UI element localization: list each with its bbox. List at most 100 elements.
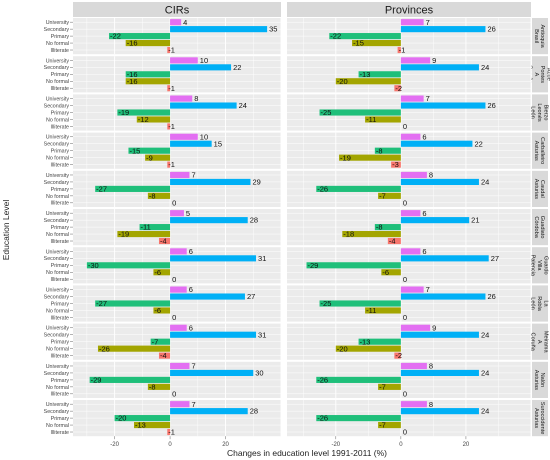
data-label: -1: [168, 84, 175, 93]
data-label: 24: [239, 101, 247, 110]
data-label: 24: [481, 330, 489, 339]
tick-label-y: Primary: [51, 34, 70, 40]
bar: [97, 345, 171, 352]
tick-label-y: No formal: [46, 41, 69, 47]
bar: [158, 352, 171, 359]
data-label: -19: [118, 230, 129, 239]
tick-label-y: No formal: [46, 423, 69, 429]
bar: [358, 338, 401, 345]
tick-label-x: 20: [463, 442, 470, 448]
x-axis-label: Changes in education level 1991-2011 (%): [227, 448, 387, 458]
data-label: 8: [429, 362, 433, 371]
bar: [170, 210, 184, 217]
bar: [136, 116, 171, 123]
data-label: -26: [99, 344, 110, 353]
column-strip: [287, 2, 531, 17]
column-strip: [73, 2, 281, 17]
tick-label-y: Illiterate: [50, 86, 69, 92]
data-label: 28: [250, 407, 258, 416]
bar: [358, 71, 401, 78]
tick-label-y: University: [46, 135, 70, 141]
bar: [400, 133, 421, 140]
bar: [306, 262, 401, 269]
data-label: -25: [321, 299, 332, 308]
bar: [394, 85, 401, 92]
bar: [170, 57, 198, 64]
bar: [170, 293, 245, 300]
tick-label-y: No formal: [46, 156, 69, 162]
data-label: 8: [429, 400, 433, 409]
y-axis-label: Education Level: [1, 200, 11, 261]
tick-label-y: No formal: [46, 79, 69, 85]
bar: [400, 408, 479, 415]
tick-label-y: Primary: [51, 225, 70, 231]
data-label: 35: [269, 25, 277, 34]
data-label: -7: [152, 337, 159, 346]
bar: [170, 369, 254, 377]
bar: [329, 33, 401, 40]
tick-label-y: Illiterate: [50, 124, 69, 130]
bar: [167, 123, 171, 130]
data-label: 6: [422, 209, 426, 218]
row-strip-label: LaRoblaLeón: [530, 296, 549, 312]
tick-label-y: Primary: [51, 263, 70, 269]
bar: [400, 217, 470, 224]
data-label: -27: [96, 299, 107, 308]
data-label: 24: [481, 369, 489, 378]
data-label: -13: [360, 337, 371, 346]
bar: [378, 192, 401, 199]
data-label: 9: [432, 323, 436, 332]
bar: [400, 95, 424, 102]
bar: [365, 307, 401, 314]
bar: [400, 64, 479, 71]
data-label: 7: [426, 18, 430, 27]
bar: [391, 161, 401, 168]
bar: [400, 57, 431, 64]
row-strip: [532, 400, 548, 437]
data-label: 0: [172, 313, 176, 322]
tick-label-y: University: [46, 211, 70, 217]
data-label: -15: [353, 39, 364, 48]
bar: [170, 408, 248, 415]
row-strip: [532, 94, 548, 131]
data-label: -6: [154, 268, 161, 277]
bar: [316, 185, 401, 192]
bar: [145, 154, 171, 161]
data-label: 27: [247, 292, 255, 301]
data-label: -29: [91, 376, 102, 385]
data-label: -6: [154, 306, 161, 315]
tick-label-y: No formal: [46, 308, 69, 314]
row-strip-label: MeiramaACoruña: [530, 331, 549, 354]
bar: [378, 421, 401, 429]
bar: [170, 324, 187, 331]
tick-label-y: Illiterate: [50, 48, 69, 54]
data-label: -22: [110, 32, 121, 41]
bar: [335, 345, 401, 352]
row-strip-label: CaudalAsturias: [533, 179, 545, 199]
tick-label-y: University: [46, 402, 70, 408]
bar: [319, 300, 401, 307]
data-label: 24: [481, 63, 489, 72]
column-strip-label: Provinces: [385, 5, 434, 17]
data-label: -8: [376, 146, 383, 155]
data-label: -8: [376, 223, 383, 232]
row-strip: [532, 247, 548, 284]
tick-label-y: University: [46, 173, 70, 179]
bar: [339, 154, 401, 161]
data-label: -2: [395, 84, 402, 93]
data-label: 10: [200, 56, 208, 65]
row-strip-label: CarballeiroAsturias: [533, 137, 545, 164]
row-strip: [532, 361, 548, 398]
bar: [167, 85, 171, 92]
tick-label-x: 0: [168, 442, 172, 448]
tick-label-y: University: [46, 326, 70, 332]
data-label: -9: [146, 153, 153, 162]
data-label: 0: [403, 275, 407, 284]
bar: [170, 331, 257, 338]
data-label: -11: [366, 306, 376, 315]
data-label: 0: [172, 198, 176, 207]
data-label: -6: [382, 268, 389, 277]
tick-label-y: University: [46, 58, 70, 64]
tick-label-y: Primary: [51, 187, 70, 193]
tick-label-y: Secondary: [44, 294, 70, 300]
